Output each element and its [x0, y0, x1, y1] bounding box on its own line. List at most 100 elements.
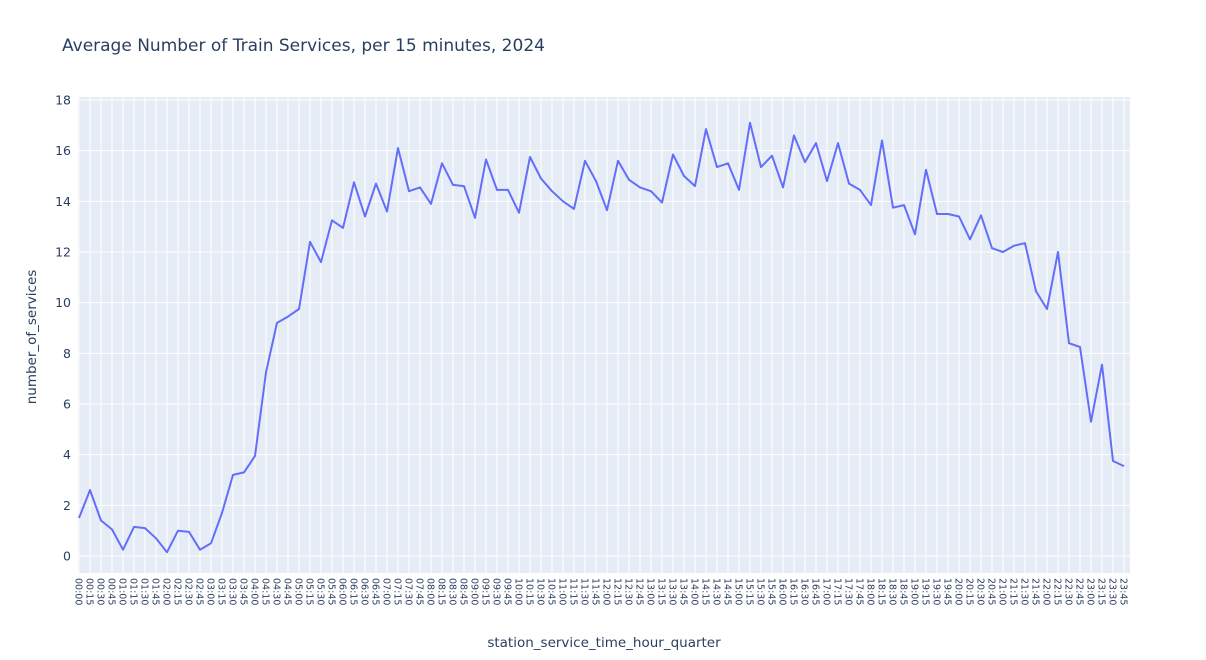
x-tick-label: 19:30 — [931, 578, 942, 605]
x-tick-label: 12:00 — [601, 578, 612, 605]
x-tick-label: 09:30 — [491, 578, 502, 605]
x-tick-label: 20:15 — [964, 578, 975, 605]
x-tick-label: 16:45 — [810, 578, 821, 605]
x-tick-label: 22:45 — [1074, 578, 1085, 605]
x-tick-label: 07:00 — [381, 578, 392, 605]
x-tick-label: 08:00 — [425, 578, 436, 605]
x-tick-label: 02:15 — [172, 578, 183, 605]
x-tick-label: 16:00 — [777, 578, 788, 605]
x-tick-label: 12:30 — [623, 578, 634, 605]
x-tick-label: 11:15 — [568, 578, 579, 605]
x-tick-label: 05:15 — [304, 578, 315, 605]
x-tick-label: 15:45 — [766, 578, 777, 605]
x-tick-label: 12:15 — [612, 578, 623, 605]
x-tick-label: 06:30 — [359, 578, 370, 605]
x-tick-label: 01:45 — [150, 578, 161, 605]
x-tick-label: 01:00 — [117, 578, 128, 605]
x-tick-label: 00:00 — [73, 578, 84, 605]
x-tick-label: 08:15 — [436, 578, 447, 605]
y-tick-label: 18 — [55, 93, 71, 108]
x-tick-label: 14:45 — [722, 578, 733, 605]
x-tick-label: 18:45 — [898, 578, 909, 605]
x-tick-label: 18:30 — [887, 578, 898, 605]
x-tick-label: 05:00 — [293, 578, 304, 605]
x-tick-label: 15:15 — [744, 578, 755, 605]
x-tick-label: 05:45 — [326, 578, 337, 605]
x-tick-label: 17:00 — [821, 578, 832, 605]
x-tick-label: 09:45 — [502, 578, 513, 605]
x-tick-label: 14:00 — [689, 578, 700, 605]
y-tick-label: 0 — [63, 549, 71, 564]
x-tick-label: 12:45 — [634, 578, 645, 605]
y-tick-label: 6 — [63, 397, 71, 412]
x-tick-label: 19:00 — [909, 578, 920, 605]
x-tick-label: 18:15 — [876, 578, 887, 605]
x-tick-label: 04:45 — [282, 578, 293, 605]
x-tick-label: 11:30 — [579, 578, 590, 605]
y-tick-label: 12 — [55, 245, 71, 260]
x-tick-label: 02:30 — [183, 578, 194, 605]
x-tick-label: 04:00 — [249, 578, 260, 605]
y-axis-title: number_of_services — [24, 270, 40, 405]
x-tick-label: 05:30 — [315, 578, 326, 605]
x-tick-label: 10:45 — [546, 578, 557, 605]
x-tick-label: 13:30 — [667, 578, 678, 605]
x-tick-label: 09:15 — [480, 578, 491, 605]
y-tick-label: 2 — [63, 498, 71, 513]
x-tick-label: 07:30 — [403, 578, 414, 605]
x-tick-label: 00:15 — [84, 578, 95, 605]
x-tick-label: 03:00 — [205, 578, 216, 605]
x-tick-label: 04:15 — [260, 578, 271, 605]
x-tick-label: 16:30 — [799, 578, 810, 605]
x-tick-label: 22:15 — [1052, 578, 1063, 605]
x-tick-label: 21:15 — [1008, 578, 1019, 605]
x-tick-label: 21:30 — [1019, 578, 1030, 605]
x-tick-label: 14:15 — [700, 578, 711, 605]
x-tick-label: 23:45 — [1118, 578, 1129, 605]
x-tick-label: 19:15 — [920, 578, 931, 605]
y-tick-label: 14 — [55, 194, 71, 209]
x-tick-label: 02:00 — [161, 578, 172, 605]
x-tick-label: 22:30 — [1063, 578, 1074, 605]
x-tick-label: 23:15 — [1096, 578, 1107, 605]
y-tick-label: 4 — [63, 447, 71, 462]
plot-layer: 0 2 4 6 8 10 12 14 16 18 00:00 00:15 00:30 00:45 01:00… — [55, 93, 1130, 605]
x-tick-label: 13:45 — [678, 578, 689, 605]
x-tick-label: 04:30 — [271, 578, 282, 605]
x-tick-label: 18:00 — [865, 578, 876, 605]
x-tick-label: 01:30 — [139, 578, 150, 605]
x-tick-label: 20:45 — [986, 578, 997, 605]
x-tick-label: 17:15 — [832, 578, 843, 605]
y-tick-label: 16 — [55, 143, 71, 158]
x-tick-label: 17:30 — [843, 578, 854, 605]
data-line-number-of-services — [78, 121, 1125, 554]
plot-area[interactable] — [78, 97, 1130, 573]
y-tick-label: 10 — [55, 295, 71, 310]
x-tick-label: 13:00 — [645, 578, 656, 605]
x-tick-label: 02:45 — [194, 578, 205, 605]
y-tick-label: 8 — [63, 346, 71, 361]
x-tick-label: 08:30 — [447, 578, 458, 605]
x-tick-label: 03:30 — [227, 578, 238, 605]
x-tick-label: 15:30 — [755, 578, 766, 605]
x-tick-label: 06:00 — [337, 578, 348, 605]
x-tick-label: 07:45 — [414, 578, 425, 605]
x-tick-label: 03:45 — [238, 578, 249, 605]
x-tick-label: 11:00 — [557, 578, 568, 605]
chart-title: Average Number of Train Services, per 15… — [62, 36, 545, 56]
x-axis-title: station_service_time_hour_quarter — [487, 635, 721, 651]
x-tick-label: 13:15 — [656, 578, 667, 605]
x-tick-label: 10:00 — [513, 578, 524, 605]
x-tick-label: 14:30 — [711, 578, 722, 605]
x-tick-label: 09:00 — [469, 578, 480, 605]
x-tick-label: 20:00 — [953, 578, 964, 605]
x-tick-label: 06:45 — [370, 578, 381, 605]
x-tick-label: 19:45 — [942, 578, 953, 605]
x-tick-label: 08:45 — [458, 578, 469, 605]
x-tick-label: 00:30 — [95, 578, 106, 605]
x-tick-label: 10:15 — [524, 578, 535, 605]
x-tick-label: 07:15 — [392, 578, 403, 605]
x-tick-label: 17:45 — [854, 578, 865, 605]
x-tick-label: 20:30 — [975, 578, 986, 605]
x-tick-label: 01:15 — [128, 578, 139, 605]
